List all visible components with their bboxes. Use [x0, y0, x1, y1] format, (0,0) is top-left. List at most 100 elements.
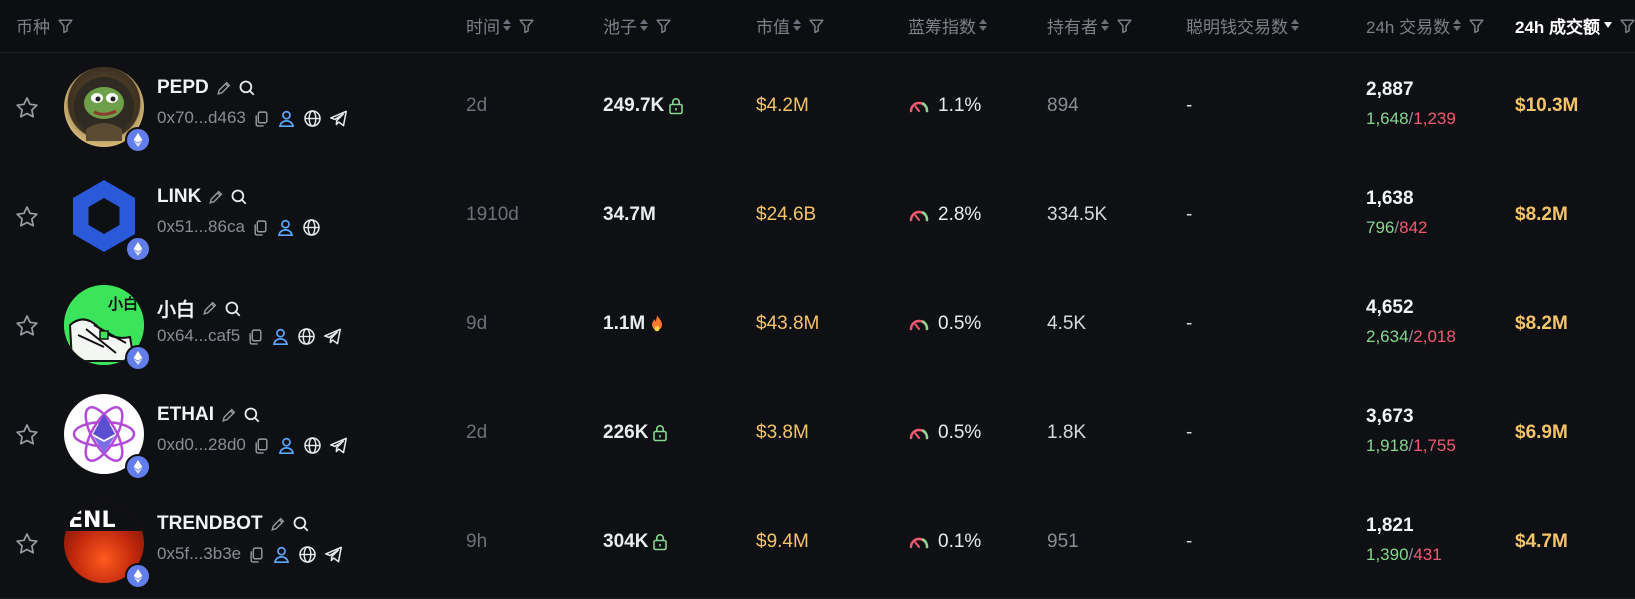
- lock-icon: [653, 534, 668, 551]
- telegram-icon[interactable]: [323, 327, 342, 346]
- sort-icon[interactable]: [1291, 17, 1299, 33]
- token-name[interactable]: PEPD: [157, 77, 256, 99]
- filter-icon[interactable]: [655, 17, 672, 34]
- col-holders[interactable]: 持有者: [1047, 14, 1133, 37]
- pool-value: 1.1M: [603, 313, 665, 335]
- ethereum-chain-icon: [125, 127, 151, 153]
- copy-icon[interactable]: [247, 328, 264, 345]
- token-age: 2d: [466, 422, 488, 443]
- globe-icon[interactable]: [297, 327, 316, 346]
- edit-icon[interactable]: [201, 300, 218, 317]
- copy-icon[interactable]: [252, 219, 269, 236]
- star-icon[interactable]: [14, 204, 40, 230]
- col-txs-24h[interactable]: 24h 交易数: [1366, 14, 1485, 37]
- sell-count: 842: [1399, 218, 1428, 237]
- star-icon[interactable]: [14, 95, 40, 121]
- ethereum-chain-icon: [125, 454, 151, 480]
- col-smart-money[interactable]: 聪明钱交易数: [1186, 14, 1299, 37]
- edit-icon[interactable]: [269, 516, 286, 533]
- globe-icon[interactable]: [298, 545, 317, 564]
- table-row[interactable]: ENL TRENDBOT 0x5f...3b3e 9h 304K $9.4M 0…: [0, 489, 1635, 599]
- copy-icon[interactable]: [248, 546, 265, 563]
- table-row[interactable]: 小白 小白 0x64...caf5 9d 1.1M $43.8M: [0, 271, 1635, 381]
- token-avatar[interactable]: [64, 176, 144, 256]
- col-mcap[interactable]: 市值: [756, 14, 825, 37]
- globe-icon[interactable]: [303, 436, 322, 455]
- lock-icon: [669, 98, 684, 115]
- txs-total: 3,673: [1366, 406, 1414, 427]
- filter-icon[interactable]: [808, 17, 825, 34]
- table-header: 币种 时间 池子 市值 蓝筹指数 持有者 聪明钱交易数 24h 交易数: [0, 0, 1635, 53]
- token-address[interactable]: 0x5f...3b3e: [157, 544, 343, 564]
- table-row[interactable]: PEPD 0x70...d463 2d 249.7K $4.2M 1.1% 89…: [0, 53, 1635, 163]
- user-icon[interactable]: [277, 436, 296, 455]
- col-volume-24h[interactable]: 24h 成交额: [1515, 14, 1635, 37]
- telegram-icon[interactable]: [324, 545, 343, 564]
- token-address[interactable]: 0x64...caf5: [157, 326, 342, 346]
- sort-desc-icon[interactable]: [1604, 22, 1613, 28]
- star-icon[interactable]: [14, 531, 40, 557]
- copy-icon[interactable]: [253, 110, 270, 127]
- filter-icon[interactable]: [1619, 17, 1635, 34]
- token-address[interactable]: 0x70...d463: [157, 108, 348, 128]
- user-icon[interactable]: [276, 218, 295, 237]
- table-row[interactable]: ETHAI 0xd0...28d0 2d 226K $3.8M 0.5% 1.8…: [0, 380, 1635, 490]
- table-row[interactable]: LINK 0x51...86ca 1910d 34.7M $24.6B 2.8%…: [0, 162, 1635, 272]
- token-avatar[interactable]: 小白: [64, 285, 144, 365]
- search-icon[interactable]: [243, 406, 261, 424]
- edit-icon[interactable]: [207, 189, 224, 206]
- search-icon[interactable]: [230, 188, 248, 206]
- smart-money-count: -: [1186, 95, 1193, 116]
- token-address[interactable]: 0xd0...28d0: [157, 435, 348, 455]
- buy-count: 1,390: [1366, 545, 1409, 564]
- filter-icon[interactable]: [1468, 17, 1485, 34]
- col-token[interactable]: 币种: [16, 14, 74, 37]
- filter-icon[interactable]: [57, 17, 74, 34]
- search-icon[interactable]: [238, 79, 256, 97]
- gauge-icon: [909, 319, 929, 331]
- sort-icon[interactable]: [793, 17, 801, 33]
- lock-icon: [653, 425, 668, 442]
- edit-icon[interactable]: [215, 80, 232, 97]
- token-avatar[interactable]: [64, 67, 144, 147]
- star-icon[interactable]: [14, 313, 40, 339]
- avatar-text: 小白: [108, 295, 138, 313]
- pool-value: 226K: [603, 422, 668, 444]
- user-icon[interactable]: [272, 545, 291, 564]
- pepe-portrait-icon: [74, 77, 134, 141]
- user-icon[interactable]: [277, 109, 296, 128]
- pool-value: 249.7K: [603, 95, 684, 117]
- token-name[interactable]: LINK: [157, 186, 248, 208]
- search-icon[interactable]: [292, 515, 310, 533]
- buy-count: 796: [1366, 218, 1395, 237]
- sort-icon[interactable]: [1101, 17, 1109, 33]
- sort-icon[interactable]: [1453, 17, 1462, 33]
- col-pool[interactable]: 池子: [603, 14, 672, 37]
- globe-icon[interactable]: [303, 109, 322, 128]
- col-age[interactable]: 时间: [466, 14, 535, 37]
- user-icon[interactable]: [271, 327, 290, 346]
- txs-split: 1,390/431: [1366, 545, 1442, 564]
- filter-icon[interactable]: [1116, 17, 1133, 34]
- pool-value: 304K: [603, 531, 668, 553]
- search-icon[interactable]: [224, 300, 242, 318]
- token-name[interactable]: ETHAI: [157, 404, 261, 426]
- sort-icon[interactable]: [979, 17, 987, 33]
- filter-icon[interactable]: [518, 17, 535, 34]
- sort-icon[interactable]: [640, 17, 648, 33]
- edit-icon[interactable]: [220, 407, 237, 424]
- globe-icon[interactable]: [302, 218, 321, 237]
- telegram-icon[interactable]: [329, 436, 348, 455]
- holders-count: 334.5K: [1047, 204, 1108, 225]
- telegram-icon[interactable]: [329, 109, 348, 128]
- bluechip-index: 1.1%: [908, 95, 981, 117]
- star-icon[interactable]: [14, 422, 40, 448]
- token-address[interactable]: 0x51...86ca: [157, 217, 321, 237]
- ethereum-chain-icon: [125, 236, 151, 262]
- chainlink-logo-icon: [73, 180, 135, 252]
- token-name[interactable]: TRENDBOT: [157, 513, 310, 535]
- token-name[interactable]: 小白: [157, 295, 242, 322]
- sort-icon[interactable]: [503, 17, 511, 33]
- copy-icon[interactable]: [253, 437, 270, 454]
- col-bluechip[interactable]: 蓝筹指数: [908, 14, 987, 37]
